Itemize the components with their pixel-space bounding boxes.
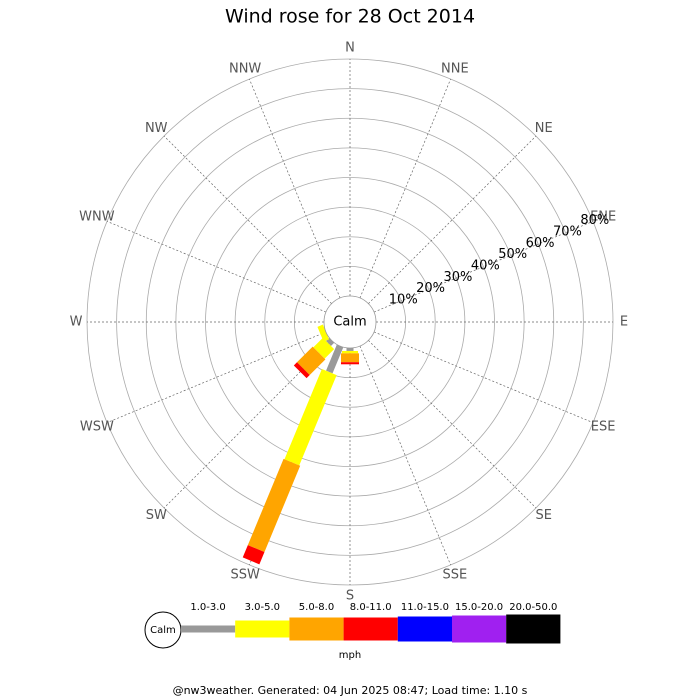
legend-swatch <box>452 615 507 643</box>
legend-label: 1.0-3.0 <box>190 602 225 613</box>
bar-segment <box>341 353 359 363</box>
bar-segment <box>325 337 335 347</box>
bar-segment <box>342 350 358 354</box>
spoke <box>163 340 332 509</box>
direction-label: E <box>620 315 628 330</box>
legend-swatch <box>506 614 561 644</box>
ring-label: 10% <box>389 292 418 307</box>
direction-label: SSE <box>442 568 467 583</box>
direction-label: ESE <box>591 419 616 434</box>
labels: N NNE NE ENE E ESE SE SSE S SSW SW WSW W WNW NW NNW 10%2… <box>70 41 629 604</box>
calm-label: Calm <box>333 315 366 330</box>
direction-label: SSW <box>230 568 260 583</box>
legend-calm-label: Calm <box>150 625 176 636</box>
legend-label: 15.0-20.0 <box>455 602 503 613</box>
spoke <box>359 78 451 299</box>
legend-label: 5.0-8.0 <box>299 602 334 613</box>
direction-label: NNW <box>229 61 261 76</box>
spoke <box>373 331 594 423</box>
ring-label: 80% <box>580 213 609 228</box>
direction-label: WSW <box>80 419 114 434</box>
spoke <box>249 78 341 299</box>
direction-label: N <box>345 41 355 56</box>
bar-segment <box>293 362 310 379</box>
bar-segment <box>326 344 344 374</box>
calm-circle <box>323 295 377 349</box>
bars <box>242 324 359 565</box>
legend-swatch <box>343 617 398 641</box>
legend-label: 11.0-15.0 <box>401 602 449 613</box>
grid <box>86 58 614 586</box>
bar-segment <box>284 368 337 466</box>
ring-label: 30% <box>444 270 473 285</box>
spoke <box>368 340 537 509</box>
legend-swatch <box>181 625 236 633</box>
legend-label: 20.0-50.0 <box>509 602 557 613</box>
bar-segment <box>313 337 335 359</box>
legend: Calm mph 1.0-3.0 3.0-5.0 5.0-8.0 8.0-11.0 11… <box>144 602 561 661</box>
ring-label: 50% <box>498 247 527 262</box>
grid-ring <box>264 236 436 408</box>
direction-label: SE <box>536 508 552 523</box>
direction-label: NNE <box>441 61 469 76</box>
bar-segment <box>341 362 359 365</box>
ring-label: 40% <box>471 258 500 273</box>
spoke <box>106 221 327 313</box>
direction-label: W <box>70 315 83 330</box>
grid-ring <box>116 88 584 556</box>
legend-label: 8.0-11.0 <box>350 602 392 613</box>
direction-label: ENE <box>590 210 616 225</box>
legend-swatch <box>235 620 290 638</box>
legend-swatch <box>397 616 452 642</box>
legend-swatch <box>289 617 344 641</box>
spoke <box>373 221 594 313</box>
ring-label: 70% <box>553 224 582 239</box>
direction-label: WNW <box>79 210 115 225</box>
bar-segment <box>247 458 301 553</box>
spoke <box>368 135 537 304</box>
direction-label: NE <box>535 121 553 136</box>
spoke <box>163 135 332 304</box>
spoke <box>106 331 327 423</box>
legend-unit: mph <box>339 650 361 661</box>
bar-segment <box>346 348 354 351</box>
spoke <box>359 345 451 566</box>
bar-segment <box>317 324 330 342</box>
ring-label: 60% <box>526 236 555 251</box>
ring-label: 20% <box>416 281 445 296</box>
grid-ring <box>205 177 495 467</box>
chart-title: Wind rose for 28 Oct 2014 <box>225 6 475 28</box>
direction-label: NW <box>145 121 168 136</box>
legend-label: 3.0-5.0 <box>245 602 280 613</box>
direction-label: SW <box>146 508 167 523</box>
footer: @nw3weather. Generated: 04 Jun 2025 08:4… <box>173 684 528 697</box>
bar-segment <box>242 545 265 565</box>
direction-label: S <box>346 589 354 604</box>
bar-segment <box>296 346 326 376</box>
